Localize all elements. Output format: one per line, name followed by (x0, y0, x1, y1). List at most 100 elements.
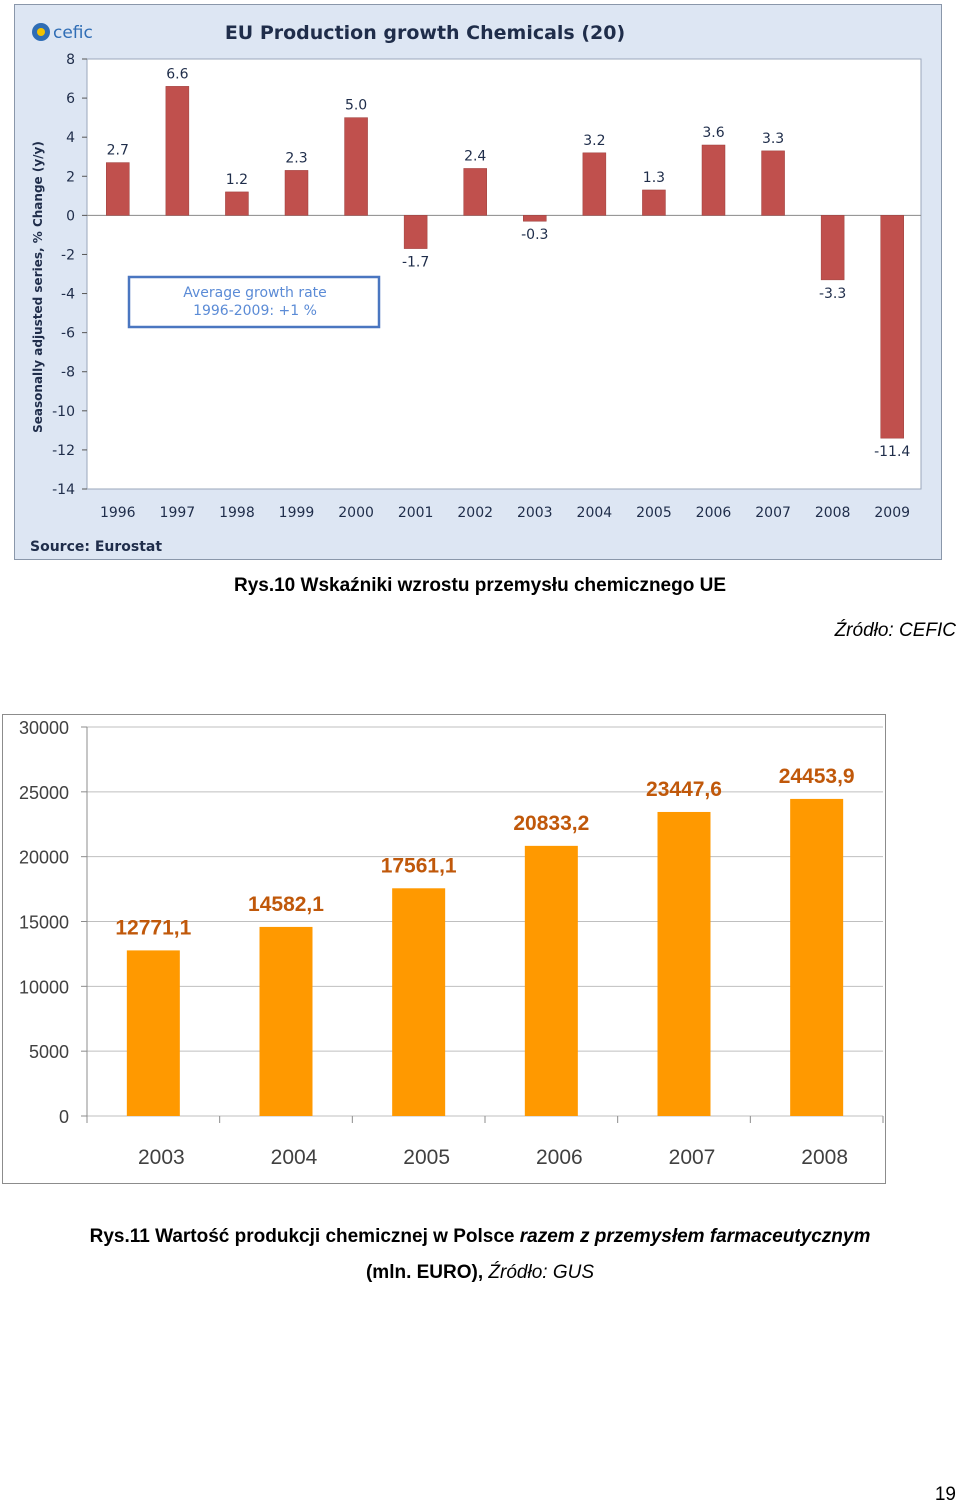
x-tick-label: 2006 (536, 1146, 583, 1169)
x-tick-label: 2008 (815, 505, 851, 521)
bar (126, 950, 180, 1116)
data-label: 6.6 (166, 66, 188, 82)
figure-2-caption: Rys.11 Wartość produkcji chemicznej w Po… (0, 1219, 960, 1291)
annotation-line-1: Average growth rate (183, 285, 327, 301)
y-tick-label: 0 (59, 1107, 69, 1127)
bar (880, 215, 904, 439)
y-tick-label: 8 (66, 52, 75, 68)
x-tick-label: 2009 (874, 505, 910, 521)
y-tick-label: 2 (66, 169, 75, 185)
bar (259, 926, 313, 1116)
data-label: 3.3 (762, 131, 784, 147)
x-tick-label: 2006 (696, 505, 732, 521)
bar (344, 117, 368, 216)
y-tick-label: -2 (61, 247, 75, 263)
data-label: 14582,1 (248, 893, 324, 916)
data-label: -1.7 (402, 255, 429, 271)
cefic-logo-text: cefic (53, 23, 93, 43)
figure-1-source: Źródło: CEFIC (834, 620, 956, 641)
figure-2-source: Źródło: GUS (488, 1262, 595, 1283)
data-label: 12771,1 (115, 916, 191, 939)
y-tick-label: 5000 (29, 1042, 69, 1062)
data-label: 24453,9 (779, 765, 855, 788)
bar (524, 845, 578, 1116)
data-label: 3.2 (583, 133, 605, 149)
data-label: -11.4 (874, 444, 910, 460)
y-tick-label: -14 (52, 482, 75, 498)
x-tick-label: 2008 (801, 1146, 848, 1169)
data-label: 5.0 (345, 98, 367, 114)
data-label: 3.6 (702, 125, 724, 141)
bar (392, 888, 446, 1116)
figure-2-caption-unit: (mln. EURO), (365, 1262, 489, 1283)
y-tick-label: -8 (61, 365, 75, 381)
annotation-line-2: 1996-2009: +1 % (193, 303, 317, 319)
data-label: 23447,6 (646, 778, 722, 801)
y-tick-label: 6 (66, 91, 75, 107)
x-tick-label: 2007 (669, 1146, 716, 1169)
x-tick-label: 2005 (636, 505, 672, 521)
poland-production-chart-svg: 30000 25000 20000 15000 10000 5000 0 12771,1 14… (19, 718, 884, 1169)
y-tick-label: 25000 (19, 783, 69, 803)
x-tick-label: 1999 (279, 505, 315, 521)
eu-growth-chart: cefic EU Production growth Chemicals (20… (14, 4, 942, 560)
data-label: 1.3 (643, 170, 665, 186)
data-label: 1.2 (226, 172, 248, 188)
x-tick-label: 2001 (398, 505, 434, 521)
y-tick-label: -10 (52, 404, 75, 420)
data-label: 17561,1 (381, 854, 457, 877)
bar (284, 170, 309, 216)
y-tick-label: 0 (66, 208, 75, 224)
y-tick-label: -4 (61, 287, 75, 303)
figure-2-caption-prefix: Rys.11 Wartość produkcji chemicznej w Po… (89, 1226, 520, 1247)
bars: 12771,1 14582,1 17561,1 20833,2 23447,6 24453… (115, 765, 855, 1116)
average-growth-box: Average growth rate 1996-2009: +1 % (127, 275, 381, 329)
bar (403, 215, 428, 249)
bar (523, 215, 547, 222)
x-tick-label: 2003 (517, 505, 553, 521)
source-note: Source: Eurostat (30, 539, 162, 555)
bar (582, 152, 607, 216)
bar (820, 215, 845, 281)
data-label: 20833,2 (513, 812, 589, 835)
bar (790, 798, 844, 1116)
bar (463, 168, 487, 216)
x-tick-label: 2002 (457, 505, 493, 521)
figure-2-caption-line-1: Rys.11 Wartość produkcji chemicznej w Po… (0, 1219, 960, 1255)
chart-title: EU Production growth Chemicals (20) (225, 22, 625, 44)
bar (701, 144, 726, 216)
bar (761, 150, 785, 216)
x-tick-label: 2003 (138, 1146, 185, 1169)
y-axis-label: Seasonally adjusted series, % Change (y/… (31, 141, 45, 433)
bar (642, 189, 666, 216)
bar (657, 811, 711, 1116)
x-tick-label: 1998 (219, 505, 255, 521)
x-tick-label: 1997 (160, 505, 196, 521)
bar (165, 86, 190, 216)
plot-area (86, 58, 922, 490)
x-tick-label: 2004 (271, 1146, 318, 1169)
bars: 2.7 6.6 1.2 2.3 5.0 -1.7 2.4 -0.3 3.2 1.3 3.6 3.3 -3… (106, 66, 910, 460)
gridlines (87, 726, 883, 1117)
bar (106, 162, 130, 216)
figure-1-caption: Rys.10 Wskaźniki wzrostu przemysłu chemi… (233, 575, 727, 596)
figure-2-caption-italic: razem z przemysłem farmaceutycznym (519, 1226, 871, 1247)
y-tick-label: 30000 (19, 718, 69, 738)
y-axis: 30000 25000 20000 15000 10000 5000 0 (19, 718, 88, 1127)
x-tick-label: 2007 (755, 505, 791, 521)
cefic-logo: cefic (32, 23, 93, 43)
x-axis: 1996 1997 1998 1999 2000 2001 2002 2003 2004 2005… (100, 505, 910, 521)
data-label: 2.4 (464, 148, 486, 164)
x-tick-label: 2000 (338, 505, 374, 521)
x-axis: 2003 2004 2005 2006 2007 2008 (86, 1116, 884, 1169)
y-tick-label: 4 (66, 130, 75, 146)
y-tick-label: 10000 (19, 977, 69, 997)
data-label: -3.3 (819, 286, 846, 302)
figure-2-caption-line-2: (mln. EURO), Źródło: GUS (0, 1255, 960, 1291)
y-tick-label: -6 (61, 326, 75, 342)
x-tick-label: 2005 (403, 1146, 450, 1169)
data-label: 2.3 (285, 150, 307, 166)
page-number: 19 (934, 1484, 956, 1505)
y-tick-label: -12 (52, 443, 75, 459)
x-tick-label: 1996 (100, 505, 136, 521)
